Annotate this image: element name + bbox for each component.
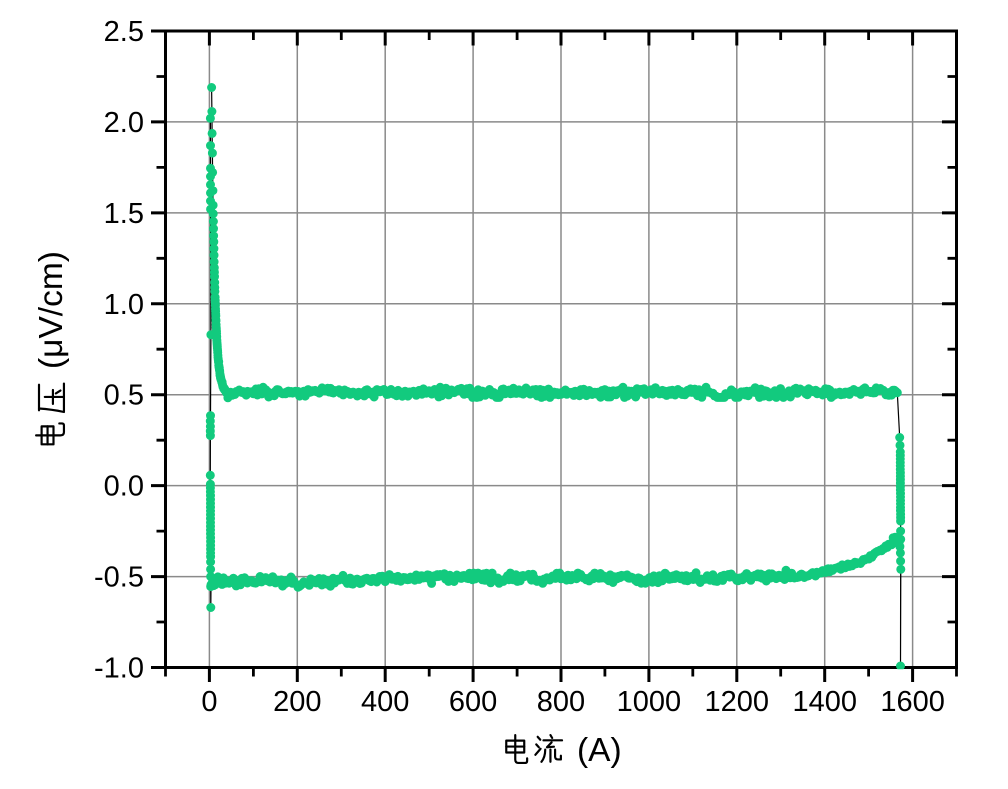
svg-text:-0.5: -0.5 xyxy=(94,562,144,594)
svg-text:0.0: 0.0 xyxy=(104,471,144,503)
svg-text:1200: 1200 xyxy=(705,686,770,718)
svg-text:-1.0: -1.0 xyxy=(94,653,144,685)
svg-text:2.5: 2.5 xyxy=(104,16,144,48)
svg-text:800: 800 xyxy=(537,686,585,718)
svg-text:(μV/cm): (μV/cm) xyxy=(33,251,70,369)
svg-text:0: 0 xyxy=(201,686,217,718)
svg-text:1.0: 1.0 xyxy=(104,289,144,321)
svg-text:1000: 1000 xyxy=(617,686,682,718)
svg-text:1400: 1400 xyxy=(792,686,857,718)
svg-text:200: 200 xyxy=(273,686,321,718)
svg-text:0.5: 0.5 xyxy=(104,380,144,412)
svg-text:400: 400 xyxy=(361,686,409,718)
svg-text:1.5: 1.5 xyxy=(104,198,144,230)
svg-text:(A): (A) xyxy=(577,732,622,769)
svg-text:600: 600 xyxy=(449,686,497,718)
svg-text:1600: 1600 xyxy=(880,686,945,718)
svg-text:2.0: 2.0 xyxy=(104,107,144,139)
